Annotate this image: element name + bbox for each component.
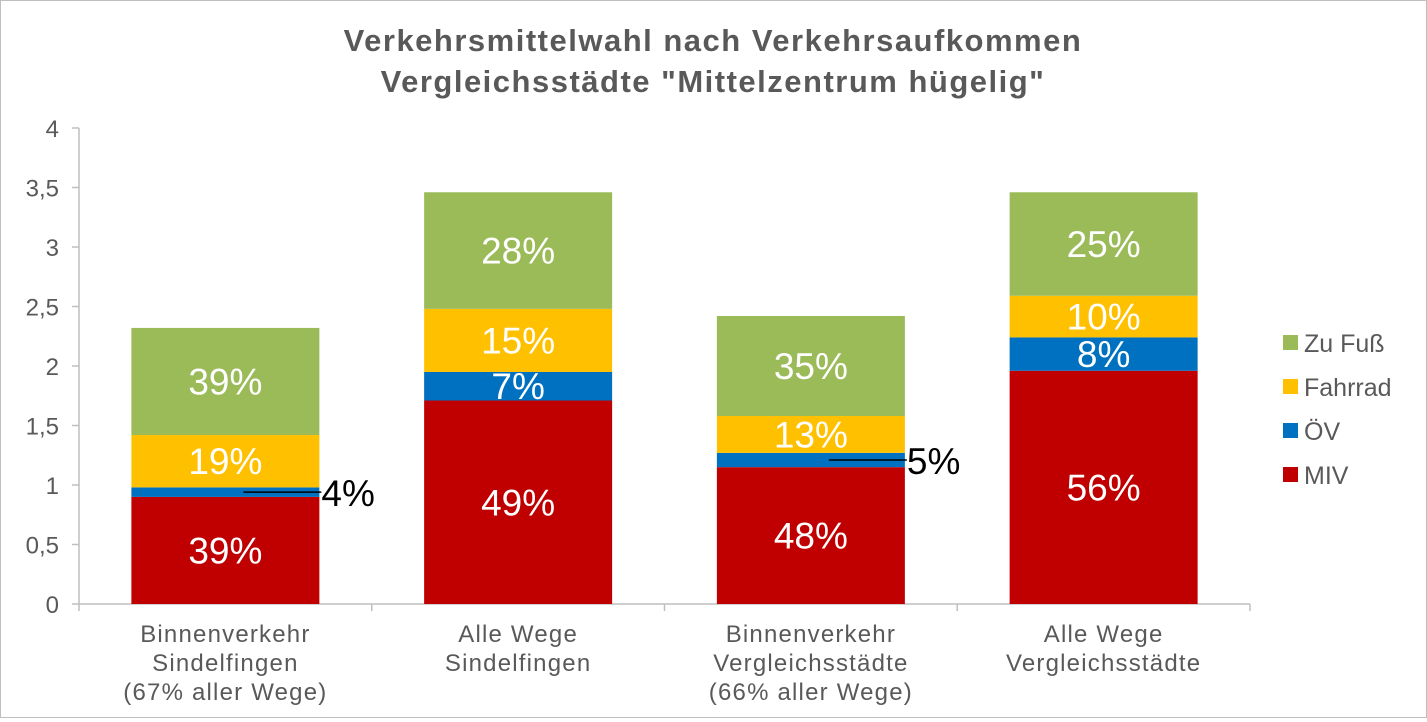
legend-label: Zu Fuß — [1304, 330, 1385, 358]
data-label: 10% — [1067, 297, 1141, 338]
data-label: 8% — [1077, 334, 1130, 375]
y-axis: 0 0,5 1 1,5 2 2,5 3 3,5 4 — [26, 116, 80, 619]
legend-item: Fahrrad — [1283, 374, 1392, 402]
x-category-label: Binnenverkehr — [726, 621, 896, 648]
legend-label: ÖV — [1304, 418, 1340, 446]
legend-item: MIV — [1283, 462, 1349, 490]
x-category-label: Sindelfingen — [152, 650, 299, 677]
bars: 39% 4% 19% 39% 49% 7% 15% 28% 48% 5% 13% 35% 56% 8%10… — [131, 192, 1198, 604]
bar-segment-zu-fu- — [1009, 192, 1198, 296]
data-label: 13% — [774, 414, 848, 455]
data-label: 19% — [188, 441, 262, 482]
bar-segment-fahrrad — [424, 308, 613, 372]
legend-label: MIV — [1304, 462, 1349, 490]
y-tick-label: 1 — [46, 473, 59, 500]
y-tick-label: 3 — [46, 235, 59, 262]
bar-stack: 39% 4% 19% 39% — [131, 327, 375, 604]
data-label: 35% — [774, 346, 848, 387]
bar-segment-miv — [716, 467, 905, 604]
x-category-label: (67% aller Wege) — [123, 679, 327, 706]
bar-segment--v — [424, 371, 613, 401]
y-tick-label: 4 — [46, 116, 59, 143]
data-label: 5% — [907, 441, 960, 482]
x-category-label: (66% aller Wege) — [709, 679, 913, 706]
y-tick-label: 2 — [46, 354, 59, 381]
x-category-label: Alle Wege — [458, 621, 578, 648]
bar-segment-fahrrad — [716, 415, 905, 453]
legend-swatch — [1283, 423, 1298, 438]
bar-segment-zu-fu- — [131, 327, 320, 436]
data-label: 49% — [481, 482, 555, 523]
x-category-label: Binnenverkehr — [140, 621, 310, 648]
x-category-label: Alle Wege — [1044, 621, 1164, 648]
chart-subtitle: Vergleichsstädte "Mittelzentrum hügelig" — [381, 64, 1046, 99]
y-tick-label: 0 — [46, 592, 59, 619]
data-label: 15% — [481, 320, 555, 361]
y-tick-label: 3,5 — [26, 176, 59, 203]
bar-segment--v — [131, 487, 320, 497]
chart-title: Verkehrsmittelwahl nach Verkehrsaufkomme… — [344, 23, 1083, 58]
bar-segment-miv — [1009, 370, 1198, 604]
y-tick-label: 1,5 — [26, 414, 59, 441]
bar-stack: 49% 7% 15% 28% — [424, 192, 613, 604]
legend-swatch — [1283, 379, 1298, 394]
data-label: 4% — [321, 473, 374, 514]
bar-segment--v — [1009, 337, 1198, 371]
data-label: 56% — [1067, 467, 1141, 508]
bar-stack: 48% 5% 13% 35% — [716, 316, 960, 604]
x-category-label: Vergleichsstädte — [1006, 650, 1201, 677]
data-label: 28% — [481, 231, 555, 272]
legend-label: Fahrrad — [1304, 374, 1392, 402]
bar-segment-miv — [424, 400, 613, 604]
bar-segment-zu-fu- — [716, 316, 905, 416]
bar-segment-fahrrad — [1009, 295, 1198, 338]
data-label: 39% — [188, 361, 262, 402]
bar-segment-zu-fu- — [424, 192, 613, 309]
data-label: 25% — [1067, 224, 1141, 265]
legend-item: Zu Fuß — [1283, 330, 1385, 358]
x-category-label: Sindelfingen — [445, 650, 592, 677]
data-label: 48% — [774, 516, 848, 557]
bar-segment-miv — [131, 496, 320, 604]
legend-swatch — [1283, 467, 1298, 482]
y-tick-label: 2,5 — [26, 295, 59, 322]
legend: Zu Fuß Fahrrad ÖV MIV — [1283, 330, 1392, 490]
bar-segment--v — [716, 452, 905, 468]
bar-stack: 56% 8%10% 25% — [1009, 192, 1198, 604]
bar-segment-fahrrad — [131, 435, 320, 488]
y-tick-label: 0,5 — [26, 533, 59, 560]
legend-item: ÖV — [1283, 418, 1340, 446]
data-label: 7% — [491, 366, 544, 407]
data-label: 39% — [188, 530, 262, 571]
x-category-label: Vergleichsstädte — [713, 650, 908, 677]
legend-swatch — [1283, 335, 1298, 350]
